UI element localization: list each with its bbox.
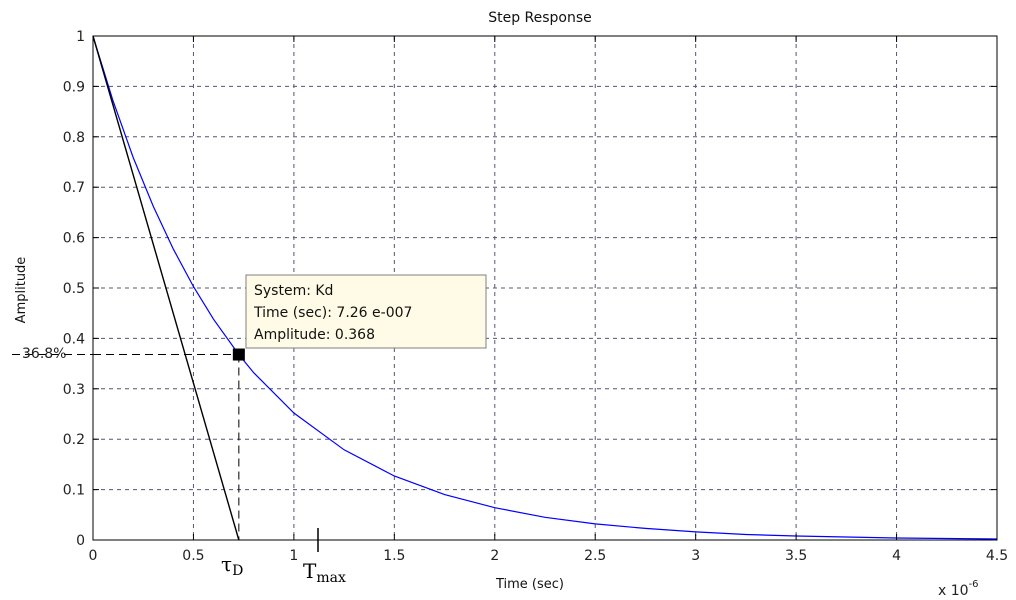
plot-layer — [12, 35, 998, 552]
step-response-line — [92, 35, 998, 540]
grid-layer — [93, 36, 997, 540]
data-tip-marker — [232, 348, 245, 361]
tick-layer: 0 0.5 1 1.5 2 2.5 3 3.5 4 4.5 0 0.1 0.2 0.3 0.4 0.5 0.6 0… — [63, 29, 1008, 564]
x-tick-label: 1.5 — [383, 548, 405, 564]
y-tick-label: 0 — [76, 533, 85, 549]
tmax-label: Tmax — [303, 559, 346, 586]
y-tick-label: 0.8 — [63, 130, 85, 146]
x-tick-label: 0.5 — [182, 548, 204, 564]
y-marker-label: 36.8% — [22, 346, 66, 362]
y-axis-label: Amplitude — [14, 257, 29, 324]
data-tip-time: Time (sec): 7.26 e-007 — [253, 305, 412, 321]
x-axis-label: Time (sec) — [495, 577, 564, 592]
tau-label: τD — [221, 552, 243, 579]
data-tip-system: System: Kd — [254, 283, 333, 299]
y-tick-label: 0.5 — [63, 281, 85, 297]
y-tick-label: 1 — [76, 29, 85, 45]
y-tick-label: 0.9 — [63, 79, 85, 95]
tangent-line — [92, 35, 240, 541]
chart-title: Step Response — [488, 10, 592, 26]
y-tick-label: 0.4 — [63, 331, 85, 347]
x-tick-label: 4 — [892, 548, 901, 564]
x-multiplier-label: x 10-6 — [938, 579, 979, 599]
y-tick-label: 0.2 — [63, 432, 85, 448]
x-tick-label: 0 — [89, 548, 98, 564]
x-tick-label: 4.5 — [986, 548, 1008, 564]
x-tick-label: 2 — [490, 548, 499, 564]
x-tick-label: 3.5 — [785, 548, 807, 564]
x-tick-label: 1 — [289, 548, 298, 564]
data-tip-box — [245, 274, 487, 349]
y-tick-label: 0.3 — [63, 382, 85, 398]
data-tip[interactable]: System: Kd Time (sec): 7.26 e-007 Amplit… — [245, 274, 487, 349]
x-tick-label: 2.5 — [584, 548, 606, 564]
y-tick-label: 0.7 — [63, 180, 85, 196]
data-tip-amplitude: Amplitude: 0.368 — [254, 327, 375, 343]
y-tick-label: 0.1 — [63, 483, 85, 499]
y-tick-label: 0.6 — [63, 231, 85, 247]
x-tick-label: 3 — [691, 548, 700, 564]
